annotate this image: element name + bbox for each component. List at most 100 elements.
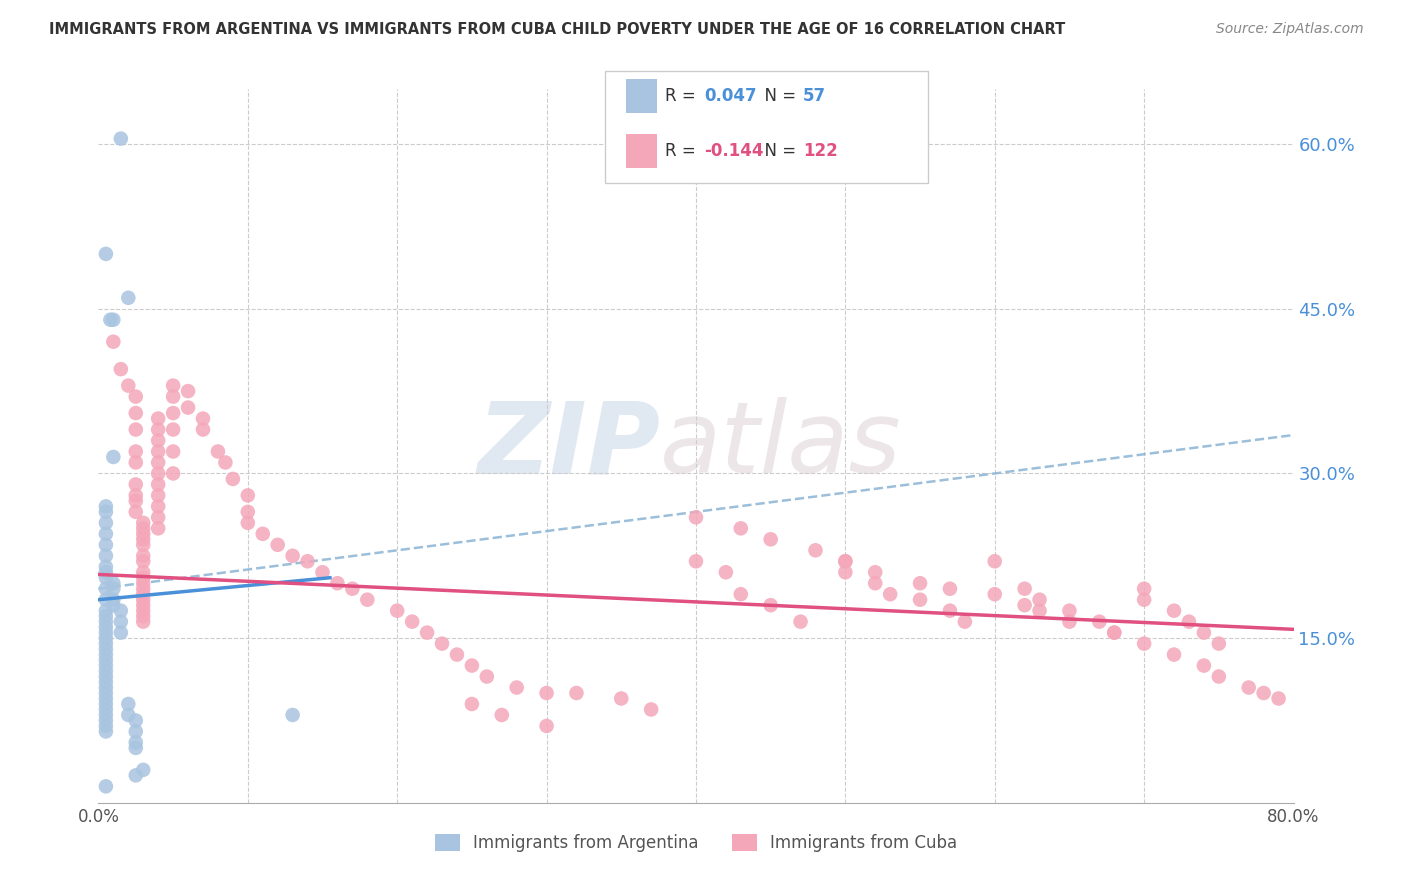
Point bbox=[94, 697, 117, 711]
Text: Source: ZipAtlas.com: Source: ZipAtlas.com bbox=[1216, 22, 1364, 37]
Point bbox=[94, 592, 117, 607]
Point bbox=[132, 538, 155, 552]
Point bbox=[148, 423, 170, 437]
Point bbox=[385, 604, 409, 618]
Point bbox=[125, 423, 148, 437]
Text: 0.047: 0.047 bbox=[704, 87, 756, 105]
Point bbox=[148, 444, 170, 458]
Point bbox=[125, 477, 148, 491]
Point bbox=[356, 592, 378, 607]
Point bbox=[125, 505, 148, 519]
Point bbox=[132, 609, 155, 624]
Point bbox=[132, 598, 155, 612]
Point bbox=[103, 582, 125, 596]
Point bbox=[1208, 669, 1230, 683]
Point bbox=[1059, 604, 1081, 618]
Point bbox=[132, 566, 155, 580]
Point bbox=[281, 549, 304, 563]
Point bbox=[125, 455, 148, 469]
Point bbox=[103, 334, 125, 349]
Point bbox=[162, 467, 184, 481]
Point bbox=[94, 681, 117, 695]
Point bbox=[132, 576, 155, 591]
Point bbox=[759, 598, 782, 612]
Point bbox=[565, 686, 588, 700]
Point bbox=[132, 592, 155, 607]
Legend: Immigrants from Argentina, Immigrants from Cuba: Immigrants from Argentina, Immigrants fr… bbox=[427, 827, 965, 859]
Point bbox=[125, 735, 148, 749]
Point bbox=[162, 390, 184, 404]
Point bbox=[125, 406, 148, 420]
Point bbox=[94, 708, 117, 723]
Point bbox=[132, 604, 155, 618]
Point bbox=[984, 587, 1007, 601]
Point bbox=[1192, 658, 1215, 673]
Point bbox=[94, 247, 117, 261]
Point bbox=[125, 444, 148, 458]
Point bbox=[984, 554, 1007, 568]
Point bbox=[94, 538, 117, 552]
Point bbox=[148, 510, 170, 524]
Point bbox=[98, 312, 122, 326]
Point bbox=[132, 549, 155, 563]
Point bbox=[94, 615, 117, 629]
Point bbox=[281, 708, 304, 723]
Point bbox=[117, 697, 139, 711]
Point bbox=[94, 724, 117, 739]
Point bbox=[132, 615, 155, 629]
Point bbox=[103, 598, 125, 612]
Point bbox=[94, 664, 117, 678]
Point bbox=[94, 714, 117, 728]
Point bbox=[148, 467, 170, 481]
Point bbox=[834, 554, 856, 568]
Point bbox=[94, 609, 117, 624]
Point bbox=[94, 571, 117, 585]
Point bbox=[297, 554, 319, 568]
Point bbox=[132, 521, 155, 535]
Point bbox=[110, 615, 132, 629]
Point bbox=[1014, 582, 1036, 596]
Point bbox=[132, 587, 155, 601]
Point bbox=[685, 554, 707, 568]
Point bbox=[103, 450, 125, 464]
Point bbox=[148, 500, 170, 514]
Text: R =: R = bbox=[665, 142, 702, 160]
Point bbox=[110, 625, 132, 640]
Point bbox=[191, 423, 214, 437]
Point bbox=[191, 411, 214, 425]
Point bbox=[1028, 592, 1050, 607]
Point bbox=[162, 378, 184, 392]
Point bbox=[117, 378, 139, 392]
Point bbox=[236, 488, 259, 502]
Point bbox=[132, 571, 155, 585]
Point bbox=[714, 566, 737, 580]
Point bbox=[1088, 615, 1111, 629]
Point bbox=[416, 625, 439, 640]
Point bbox=[475, 669, 498, 683]
Point bbox=[94, 719, 117, 733]
Point bbox=[162, 444, 184, 458]
Point bbox=[804, 543, 827, 558]
Point bbox=[267, 538, 290, 552]
Point bbox=[236, 505, 259, 519]
Point bbox=[789, 615, 811, 629]
Point bbox=[1104, 625, 1126, 640]
Text: atlas: atlas bbox=[661, 398, 901, 494]
Point bbox=[117, 708, 139, 723]
Point bbox=[177, 384, 200, 398]
Text: 122: 122 bbox=[803, 142, 838, 160]
Point bbox=[1133, 637, 1156, 651]
Point bbox=[103, 576, 125, 591]
Point bbox=[94, 648, 117, 662]
Point bbox=[103, 312, 125, 326]
Point bbox=[94, 582, 117, 596]
Point bbox=[236, 516, 259, 530]
Point bbox=[326, 576, 349, 591]
Point bbox=[1059, 615, 1081, 629]
Point bbox=[536, 686, 558, 700]
Point bbox=[1133, 582, 1156, 596]
Text: R =: R = bbox=[665, 87, 702, 105]
Point bbox=[94, 686, 117, 700]
Point bbox=[1208, 637, 1230, 651]
Point bbox=[117, 291, 139, 305]
